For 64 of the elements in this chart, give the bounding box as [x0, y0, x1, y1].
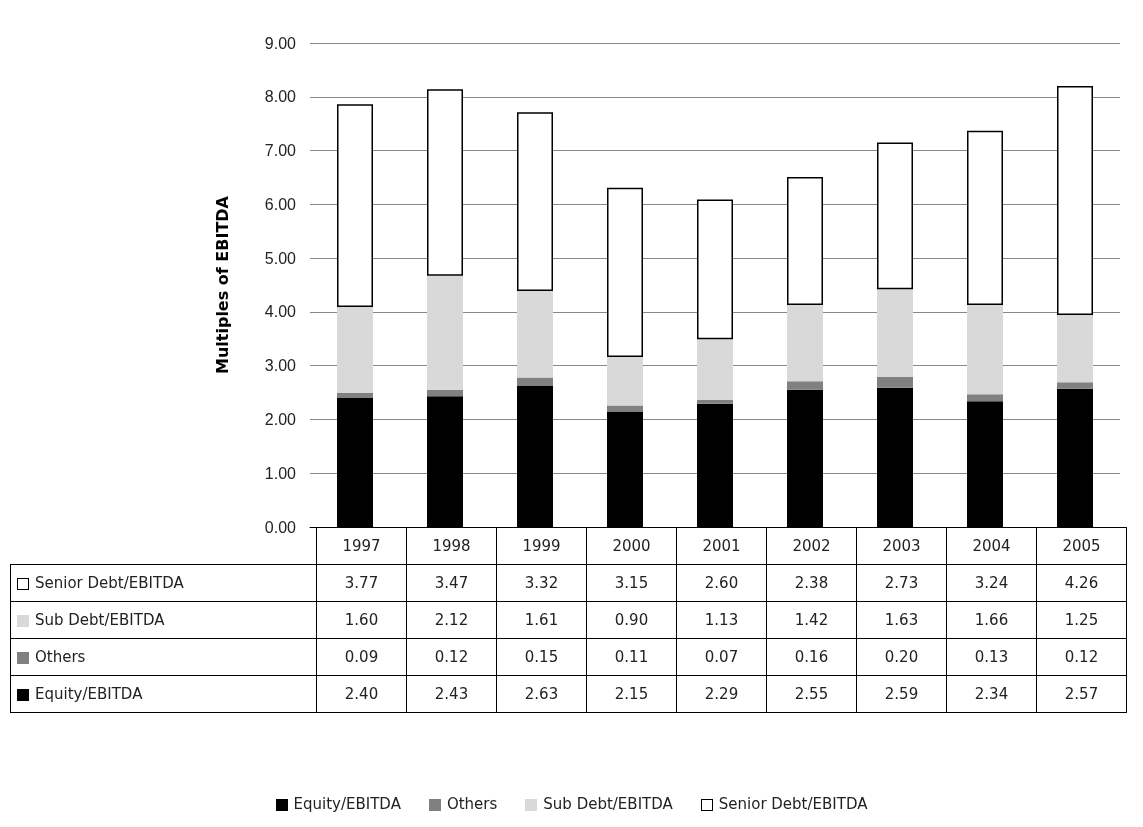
data-label: 2.34: [946, 675, 1037, 713]
data-label: 1.25: [1036, 601, 1127, 639]
data-label: 0.13: [946, 638, 1037, 676]
text: Senior Debt/EBITDA: [718, 795, 868, 813]
data-label: 2.57: [1036, 675, 1127, 713]
data-label: 3.47: [406, 564, 497, 602]
data-label: 1.42: [766, 601, 857, 639]
data-label: 0.07: [676, 638, 767, 676]
data-label: 2.15: [586, 675, 677, 713]
data-label: 0.16: [766, 638, 857, 676]
data-label: 0.12: [1036, 638, 1127, 676]
text: Sub Debt/EBITDA: [543, 795, 673, 813]
x-tick-label: 2003: [856, 527, 947, 565]
y-tick-label: 0.00: [264, 518, 297, 536]
data-label: 2.55: [766, 675, 857, 713]
data-label: 1.61: [496, 601, 587, 639]
legend-label: Others: [10, 638, 317, 676]
text: Equity/EBITDA: [293, 795, 401, 813]
data-label: 3.77: [316, 564, 407, 602]
y-tick-label: 8.00: [264, 88, 297, 106]
y-tick-label: 4.00: [264, 303, 297, 321]
y-tick-label: 7.00: [264, 142, 297, 160]
x-tick-label: 1999: [496, 527, 587, 565]
data-label: 3.32: [496, 564, 587, 602]
data-label: 0.12: [406, 638, 497, 676]
y-tick-label: 2.00: [264, 410, 297, 428]
data-label: 2.38: [766, 564, 857, 602]
x-tick-label: 2002: [766, 527, 857, 565]
text: Others: [446, 795, 498, 813]
y-tick-label: 5.00: [264, 249, 297, 267]
x-tick-label: 2004: [946, 527, 1037, 565]
data-label: 2.12: [406, 601, 497, 639]
x-tick-label: 2005: [1036, 527, 1127, 565]
y-tick-label: 3.00: [264, 357, 297, 375]
data-label: 1.13: [676, 601, 767, 639]
x-tick-label: 1997: [316, 527, 407, 565]
data-label: 4.26: [1036, 564, 1127, 602]
legend-label: Sub Debt/EBITDA: [10, 601, 317, 639]
data-label: 1.66: [946, 601, 1037, 639]
data-label: 2.73: [856, 564, 947, 602]
data-label: 2.60: [676, 564, 767, 602]
data-label: 1.63: [856, 601, 947, 639]
x-tick-label: 1998: [406, 527, 497, 565]
y-tick-label: 1.00: [264, 464, 297, 482]
legend-label: Senior Debt/EBITDA: [10, 564, 317, 602]
data-label: 0.20: [856, 638, 947, 676]
data-label: 0.11: [586, 638, 677, 676]
legend-label: Equity/EBITDA: [10, 675, 317, 713]
data-label: 2.63: [496, 675, 587, 713]
data-label: 0.90: [586, 601, 677, 639]
data-label: 1.60: [316, 601, 407, 639]
y-axis-title: Multiples of EBITDA: [212, 195, 232, 374]
data-label: 3.15: [586, 564, 677, 602]
data-label: 2.43: [406, 675, 497, 713]
x-tick-label: 2001: [676, 527, 767, 565]
data-label: 2.29: [676, 675, 767, 713]
data-label: 3.24: [946, 564, 1037, 602]
data-label: 2.59: [856, 675, 947, 713]
x-tick-label: 2000: [586, 527, 677, 565]
data-label: 0.15: [496, 638, 587, 676]
y-tick-label: 9.00: [264, 34, 297, 52]
data-label: 2.40: [316, 675, 407, 713]
data-label: 0.09: [316, 638, 407, 676]
y-tick-label: 6.00: [264, 195, 297, 213]
